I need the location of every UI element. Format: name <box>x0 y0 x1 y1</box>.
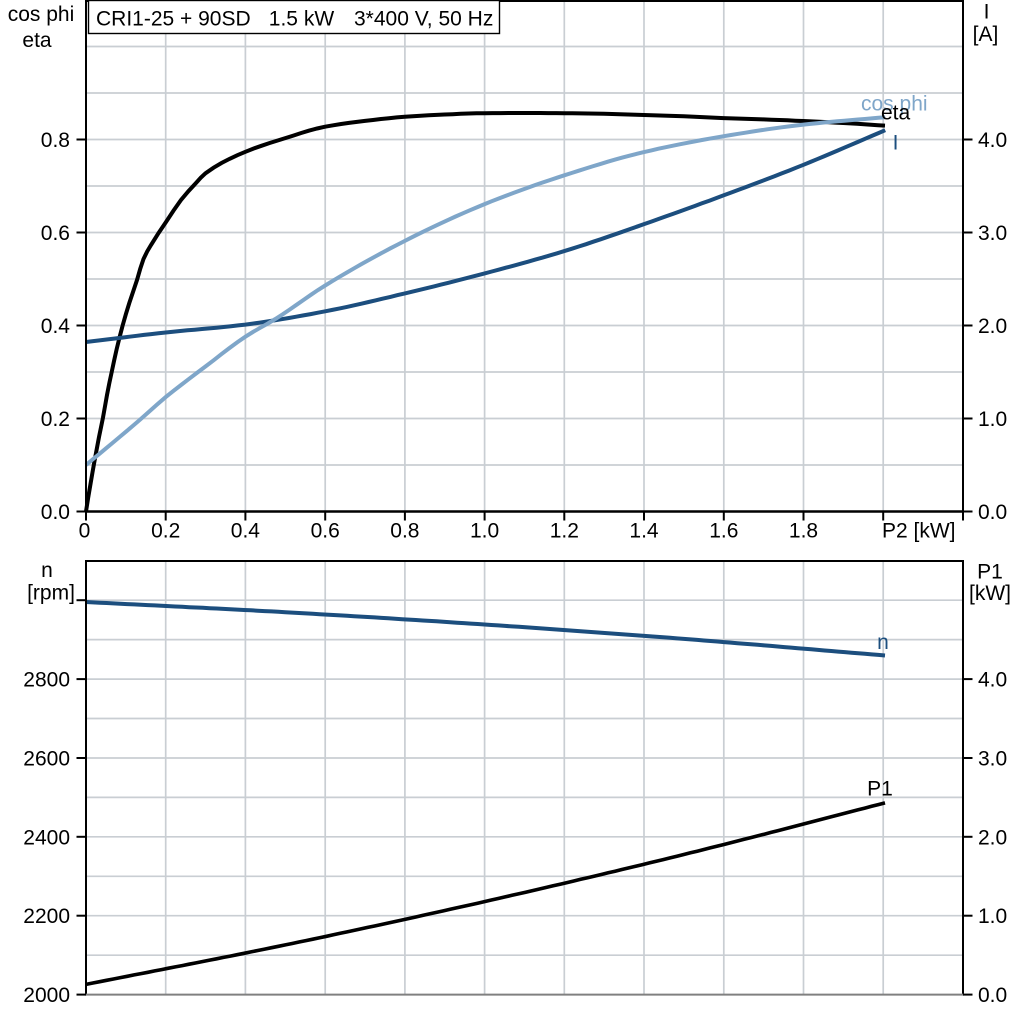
svg-text:P2 [kW]: P2 [kW] <box>882 520 956 543</box>
svg-text:0.2: 0.2 <box>41 408 70 431</box>
svg-text:0.0: 0.0 <box>41 501 70 524</box>
svg-text:0.6: 0.6 <box>41 222 70 245</box>
svg-text:I: I <box>984 1 990 24</box>
svg-text:[A]: [A] <box>973 23 999 46</box>
svg-text:0.0: 0.0 <box>978 501 1007 524</box>
svg-text:2200: 2200 <box>23 905 70 928</box>
svg-text:I: I <box>893 132 899 155</box>
svg-text:[kW]: [kW] <box>969 582 1011 605</box>
svg-text:0.2: 0.2 <box>151 520 180 543</box>
svg-text:eta: eta <box>22 29 52 52</box>
svg-text:2000: 2000 <box>23 984 70 1007</box>
svg-text:2600: 2600 <box>23 748 70 771</box>
svg-text:1.8: 1.8 <box>789 520 818 543</box>
svg-text:0.8: 0.8 <box>390 520 419 543</box>
svg-text:0.4: 0.4 <box>41 315 71 338</box>
svg-text:P1: P1 <box>977 561 1003 584</box>
svg-text:n: n <box>877 631 889 654</box>
svg-text:1.6: 1.6 <box>709 520 738 543</box>
svg-text:0.8: 0.8 <box>41 129 70 152</box>
svg-text:1.5 kW: 1.5 kW <box>269 8 335 31</box>
svg-text:eta: eta <box>881 102 911 125</box>
svg-text:[rpm]: [rpm] <box>27 582 75 605</box>
svg-text:0.0: 0.0 <box>978 984 1007 1007</box>
svg-text:cos phi: cos phi <box>861 93 928 116</box>
svg-text:3.0: 3.0 <box>978 748 1007 771</box>
svg-text:3.0: 3.0 <box>978 222 1007 245</box>
svg-text:3*400 V, 50 Hz: 3*400 V, 50 Hz <box>354 8 493 31</box>
svg-text:2800: 2800 <box>23 669 70 692</box>
svg-text:CRI1-25 + 90SD: CRI1-25 + 90SD <box>96 8 251 31</box>
svg-text:0.4: 0.4 <box>231 520 261 543</box>
svg-text:n: n <box>41 559 53 582</box>
svg-text:1.0: 1.0 <box>470 520 499 543</box>
svg-text:4.0: 4.0 <box>978 669 1007 692</box>
svg-text:1.4: 1.4 <box>629 520 659 543</box>
svg-text:cos phi: cos phi <box>8 3 75 26</box>
svg-text:2400: 2400 <box>23 826 70 849</box>
svg-text:1.0: 1.0 <box>978 408 1007 431</box>
svg-text:2.0: 2.0 <box>978 315 1007 338</box>
svg-text:4.0: 4.0 <box>978 129 1007 152</box>
svg-text:0.6: 0.6 <box>311 520 340 543</box>
svg-text:1.0: 1.0 <box>978 905 1007 928</box>
svg-text:1.2: 1.2 <box>550 520 579 543</box>
svg-text:2.0: 2.0 <box>978 826 1007 849</box>
svg-text:P1: P1 <box>867 778 893 801</box>
svg-text:0: 0 <box>79 520 91 543</box>
